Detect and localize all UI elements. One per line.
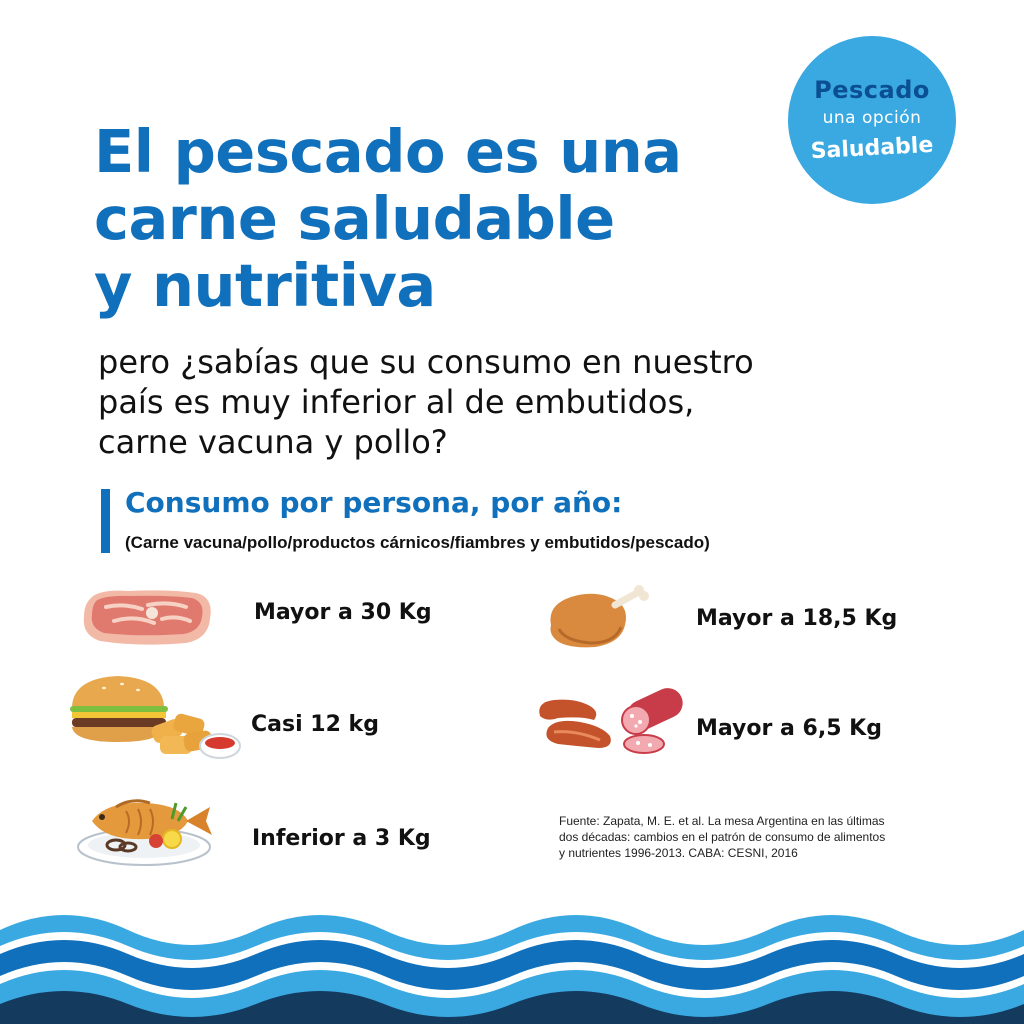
- subtitle-line-3: carne vacuna y pollo?: [98, 423, 448, 461]
- section-subtitle: (Carne vacuna/pollo/productos cárnicos/f…: [125, 533, 710, 552]
- title-line-2: carne saludable: [94, 184, 615, 253]
- subtitle-question: pero ¿sabías que su consumo en nuestro p…: [98, 342, 858, 462]
- steak-icon: [83, 590, 211, 645]
- brand-badge: Pescado una opción Saludable: [788, 36, 956, 204]
- item-label-burger: Casi 12 kg: [251, 712, 379, 737]
- item-label-steak: Mayor a 30 Kg: [254, 600, 432, 625]
- section-accent-bar: [101, 489, 110, 553]
- source-line-1: Fuente: Zapata, M. E. et al. La mesa Arg…: [559, 814, 885, 828]
- source-line-2: dos décadas: cambios en el patrón de con…: [559, 830, 886, 844]
- badge-line-1: Pescado: [814, 76, 930, 104]
- section-title: Consumo por persona, por año:: [125, 486, 623, 519]
- subtitle-line-1: pero ¿sabías que su consumo en nuestro: [98, 343, 754, 381]
- wave-decoration: [0, 915, 1024, 1024]
- fish-plate-icon: [77, 799, 212, 866]
- title-line-1: El pescado es una: [94, 117, 682, 186]
- page-title: El pescado es una carne saludable y nutr…: [94, 118, 734, 319]
- item-label-chicken: Mayor a 18,5 Kg: [696, 606, 898, 631]
- sausage-salami-icon: [539, 688, 683, 754]
- item-label-fish: Inferior a 3 Kg: [252, 826, 431, 851]
- badge-line-3: Saludable: [810, 132, 934, 165]
- badge-line-2: una opción: [822, 108, 922, 128]
- title-line-3: y nutritiva: [94, 251, 436, 320]
- chicken-leg-icon: [550, 585, 649, 648]
- source-line-3: y nutrientes 1996-2013. CABA: CESNI, 201…: [559, 846, 798, 860]
- subtitle-line-2: país es muy inferior al de embutidos,: [98, 383, 695, 421]
- burger-nuggets-icon: [70, 676, 241, 759]
- source-citation: Fuente: Zapata, M. E. et al. La mesa Arg…: [559, 813, 939, 861]
- item-label-sausage: Mayor a 6,5 Kg: [696, 716, 882, 741]
